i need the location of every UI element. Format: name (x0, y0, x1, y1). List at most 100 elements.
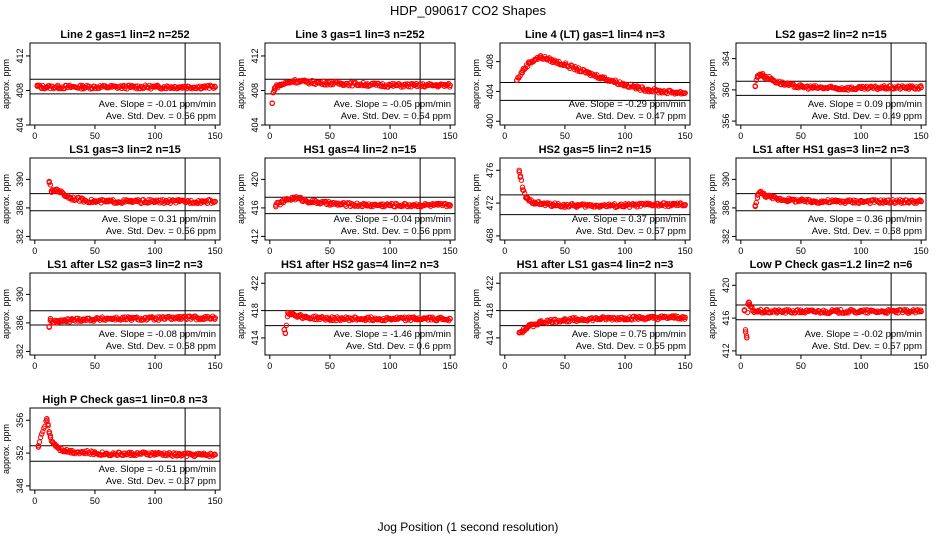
y-axis-label: approx. ppm (1, 424, 11, 474)
data-point (318, 314, 324, 321)
x-tick-label: 50 (325, 361, 335, 371)
data-point (87, 86, 93, 92)
ave-slope-text: Ave. Slope = -0.04 ppm/min (334, 214, 451, 225)
data-series (269, 77, 453, 107)
y-tick-label: 416 (250, 200, 260, 215)
data-series (46, 178, 218, 207)
data-series (34, 82, 218, 92)
data-point (544, 200, 551, 206)
data-point (681, 90, 688, 97)
y-tick-label: 408 (15, 83, 25, 98)
panel-title: Line 4 (LT) gas=1 lin=4 n=3 (525, 29, 665, 41)
panel-title: HS1 gas=4 lin=2 n=15 (304, 144, 417, 156)
x-tick-label: 100 (618, 361, 633, 371)
data-point (783, 307, 790, 313)
y-tick-label: 404 (15, 117, 25, 132)
ave-std-dev-text: Ave. Std. Dev. = 0.47 ppm (576, 111, 686, 122)
data-point (659, 313, 665, 319)
y-tick-label: 386 (15, 200, 25, 215)
data-point (108, 197, 114, 203)
x-tick-label: 0 (267, 131, 272, 141)
x-tick-label: 50 (796, 361, 806, 371)
x-tick-label: 100 (854, 246, 869, 256)
y-axis-label: approx. ppm (707, 59, 717, 109)
data-point (858, 307, 865, 314)
y-tick-label: 408 (485, 54, 495, 69)
ave-std-dev-text: Ave. Std. Dev. = 0.49 ppm (812, 111, 922, 122)
data-point (212, 199, 218, 205)
y-axis-label: approx. ppm (471, 174, 481, 224)
data-point (445, 80, 452, 87)
data-point (56, 188, 62, 195)
y-tick-label: 382 (15, 229, 25, 244)
y-tick-label: 360 (721, 82, 731, 97)
data-point (168, 198, 175, 204)
data-point (130, 452, 137, 459)
y-tick-label: 412 (721, 343, 731, 358)
data-point (269, 100, 275, 106)
y-tick-label: 412 (15, 48, 25, 63)
data-series (35, 415, 218, 460)
ave-std-dev-text: Ave. Std. Dev. = 0.56 ppm (341, 226, 451, 237)
y-tick-label: 416 (721, 311, 731, 326)
x-tick-label: 150 (208, 361, 223, 371)
panel: LS1 after LS2 gas=3 lin=2 n=3 0 50 100 150 38… (1, 259, 223, 371)
x-tick-label: 150 (914, 361, 929, 371)
data-point (742, 327, 749, 333)
data-point (191, 200, 197, 206)
ave-std-dev-text: Ave. Std. Dev. = 0.56 ppm (106, 226, 216, 237)
ave-std-dev-text: Ave. Std. Dev. = 0.58 ppm (812, 226, 922, 237)
y-tick-label: 404 (250, 117, 260, 132)
data-point (578, 202, 584, 208)
y-tick-label: 356 (721, 114, 731, 129)
ave-slope-text: Ave. Slope = -0.02 ppm/min (805, 329, 922, 340)
data-point (520, 65, 527, 72)
panel: LS1 gas=3 lin=2 n=15 0 50 100 150 382 386 390 ap… (1, 144, 223, 256)
panel: Line 4 (LT) gas=1 lin=4 n=3 0 50 100 150 400 4… (471, 29, 693, 141)
data-point (40, 428, 46, 435)
data-point (760, 310, 766, 316)
y-tick-label: 468 (485, 228, 495, 243)
x-tick-label: 100 (148, 496, 163, 506)
ave-slope-text: Ave. Slope = -0.01 ppm/min (99, 99, 216, 110)
data-point (80, 317, 86, 323)
y-axis-label: approx. ppm (1, 289, 11, 339)
data-point (570, 315, 577, 321)
x-tick-label: 100 (148, 131, 163, 141)
data-point (162, 199, 168, 205)
panel-title: Line 3 gas=1 lin=3 n=252 (295, 29, 424, 41)
data-point (761, 190, 767, 197)
y-tick-label: 422 (250, 276, 260, 291)
data-point (283, 322, 290, 329)
data-point (38, 431, 45, 437)
panels: Line 2 gas=1 lin=2 n=252 0 50 100 150 404 408 4… (1, 29, 929, 506)
data-point (134, 85, 140, 92)
data-point (282, 330, 289, 337)
y-tick-label: 420 (721, 278, 731, 293)
x-tick-label: 150 (443, 361, 458, 371)
data-point (901, 84, 908, 90)
figure-title: HDP_090617 CO2 Shapes (390, 3, 547, 18)
plot-frame (735, 272, 927, 356)
data-point (519, 184, 526, 190)
x-tick-label: 50 (90, 246, 100, 256)
data-point (133, 197, 139, 203)
y-tick-label: 348 (15, 478, 25, 493)
ave-slope-text: Ave. Slope = 0.31 ppm/min (102, 214, 216, 225)
ave-slope-text: Ave. Slope = 0.36 ppm/min (808, 214, 922, 225)
data-point (543, 55, 549, 62)
y-axis-label: approx. ppm (1, 174, 11, 224)
data-point (752, 202, 758, 209)
data-point (301, 197, 307, 204)
y-tick-label: 390 (15, 287, 25, 302)
x-tick-label: 0 (502, 361, 507, 371)
x-tick-label: 50 (90, 131, 100, 141)
x-tick-label: 100 (618, 131, 633, 141)
panel: High P Check gas=1 lin=0.8 n=3 0 50 100 150 3… (1, 394, 223, 506)
y-tick-label: 404 (485, 84, 495, 99)
data-point (753, 199, 760, 206)
y-axis-label: approx. ppm (1, 59, 11, 109)
x-tick-label: 0 (738, 131, 743, 141)
panel: HS2 gas=5 lin=2 n=15 0 50 100 150 468 472 476 ap… (471, 144, 693, 256)
